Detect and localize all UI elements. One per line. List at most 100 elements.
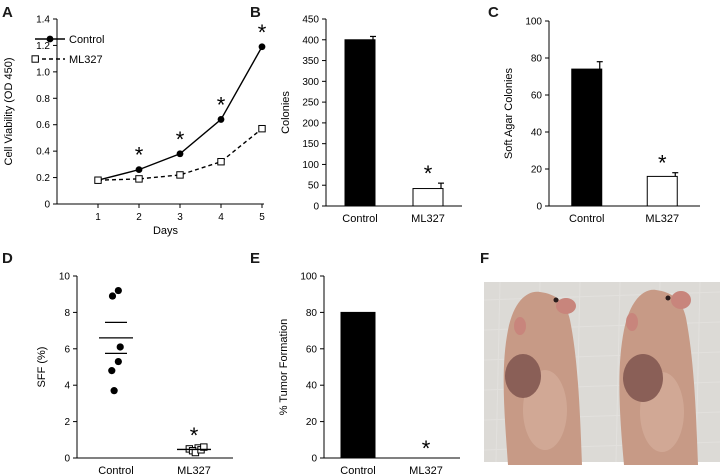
x-axis-title: Days (153, 225, 179, 237)
bar-ml327 (412, 188, 444, 207)
y-tick-label: 0.8 (36, 94, 50, 105)
y-tick-label: 40 (531, 128, 543, 139)
y-axis-title: % Tumor Formation (278, 319, 290, 416)
y-axis-title: Soft Agar Colonies (503, 67, 515, 159)
mouse-ear (556, 298, 576, 314)
y-tick-label: 100 (302, 160, 319, 171)
data-point (258, 43, 266, 51)
y-tick-label: 10 (59, 272, 71, 283)
y-axis-title: SFF (%) (36, 347, 48, 388)
mouse-left (503, 291, 582, 465)
panel-f-photo (483, 281, 721, 465)
tumor-left (505, 354, 541, 398)
significance-star: * (658, 151, 667, 176)
panel-letter-a: A (2, 4, 13, 21)
x-tick-label: 2 (136, 212, 142, 223)
y-tick-label: 4 (64, 381, 70, 392)
significance-star: * (135, 143, 144, 168)
significance-star: * (424, 161, 433, 186)
panel-a-line-chart: 0 0.2 0.4 0.6 0.8 1.0 1.2 1.4 Cell Viability (OD… (3, 15, 267, 238)
y-tick-label: 0 (44, 200, 50, 211)
y-tick-label: 60 (306, 344, 318, 355)
x-tick-label: 1 (95, 212, 101, 223)
data-point (176, 171, 184, 179)
panel-letter-c: C (488, 4, 499, 21)
data-point (176, 150, 184, 158)
y-tick-label: 60 (531, 91, 543, 102)
panel-c-bar-chart: 0 20 40 60 80 100 Soft Agar Colonies Control ML3… (503, 17, 700, 225)
y-tick-label: 150 (302, 139, 319, 150)
y-tick-label: 350 (302, 56, 319, 67)
bar-control (571, 68, 603, 207)
data-point (108, 292, 117, 300)
y-tick-label: 100 (300, 272, 317, 283)
tumor-right (623, 354, 663, 402)
data-point (114, 357, 122, 366)
y-axis-title: Colonies (280, 91, 292, 134)
data-point (135, 175, 143, 183)
y-tick-label: 400 (302, 35, 319, 46)
series-line-2 (97, 128, 263, 181)
panel-letter-f: F (480, 250, 489, 267)
significance-star: * (422, 436, 431, 461)
x-tick-label: 3 (177, 212, 183, 223)
x-category-label: Control (342, 213, 377, 225)
y-tick-label: 0 (311, 454, 317, 465)
panel-letter-b: B (250, 4, 261, 21)
significance-star: * (217, 92, 226, 117)
panel-letter-e: E (250, 250, 260, 267)
legend-label: ML327 (69, 54, 103, 66)
y-tick-label: 0 (313, 202, 319, 213)
mouse-ear (671, 291, 691, 309)
x-category-label: Control (569, 213, 604, 225)
y-tick-label: 250 (302, 98, 319, 109)
data-point (110, 387, 118, 395)
x-category-label: Control (98, 465, 133, 474)
y-tick-label: 8 (64, 308, 70, 319)
x-category-label: ML327 (411, 213, 445, 225)
y-tick-label: 80 (531, 54, 543, 65)
y-tick-label: 300 (302, 77, 319, 88)
data-point (94, 176, 102, 184)
y-tick-label: 0.4 (36, 147, 50, 158)
bar-control (344, 39, 376, 207)
y-tick-label: 200 (302, 118, 319, 129)
significance-star: * (176, 127, 185, 152)
y-tick-label: 0 (64, 454, 70, 465)
y-tick-label: 2 (64, 417, 70, 428)
mouse-eye (553, 297, 559, 303)
series-line-1 (97, 46, 263, 181)
data-point (200, 443, 208, 451)
x-tick-label: 4 (218, 212, 224, 223)
bar-ml327 (646, 175, 678, 207)
data-point (135, 166, 143, 174)
y-tick-label: 100 (525, 17, 542, 28)
y-tick-label: 6 (64, 344, 70, 355)
data-point (217, 158, 225, 166)
y-tick-label: 0 (536, 202, 542, 213)
data-point (108, 367, 116, 375)
y-tick-label: 0.6 (36, 120, 50, 131)
mouse-eye (665, 295, 671, 301)
mouse-right (619, 289, 698, 465)
y-tick-label: 450 (302, 15, 319, 26)
y-tick-label: 1.0 (36, 67, 50, 78)
mouse-ear (626, 313, 638, 331)
panel-letter-d: D (2, 250, 13, 267)
legend-label: Control (69, 34, 104, 46)
data-point (217, 116, 225, 123)
significance-star: * (190, 423, 199, 448)
data-point (116, 343, 124, 351)
panel-d-scatter-chart: 0 2 4 6 8 10 SFF (%) Control ML327 * (36, 272, 233, 474)
legend-marker (46, 35, 54, 43)
y-tick-label: 1.2 (36, 41, 50, 52)
y-tick-label: 40 (306, 381, 318, 392)
y-tick-label: 20 (306, 417, 318, 428)
x-category-label: ML327 (645, 213, 679, 225)
panel-b-bar-chart: 0 50 100 150 200 250 300 350 400 450 Colonies Contr… (280, 15, 462, 225)
data-point (258, 124, 266, 133)
y-tick-label: 20 (531, 165, 543, 176)
mouse-ear (514, 317, 526, 335)
panel-e-bar-chart: 0 20 40 60 80 100 % Tumor Formation Control ML32… (278, 272, 460, 474)
